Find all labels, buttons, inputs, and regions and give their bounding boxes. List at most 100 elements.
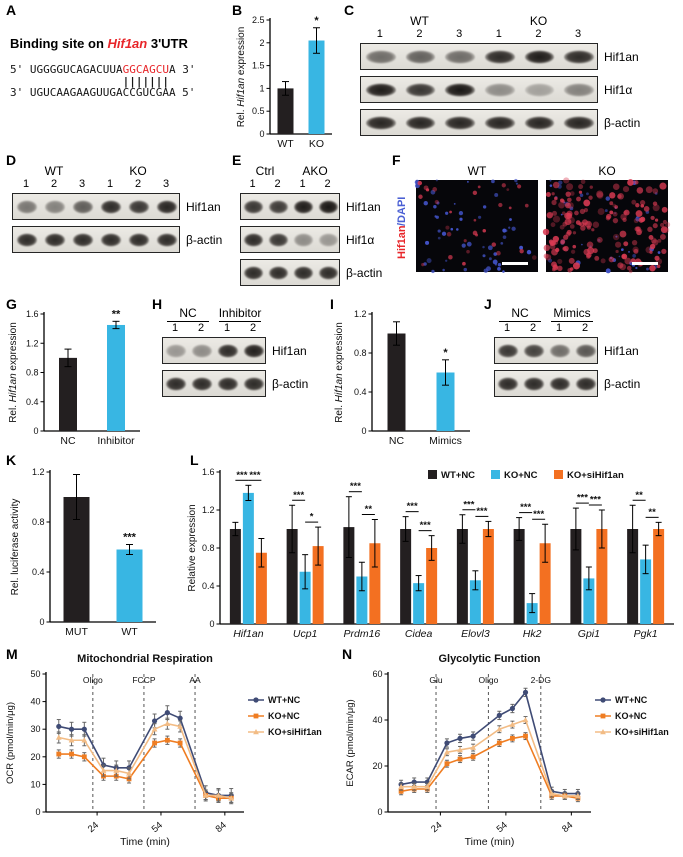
lane-number: 3 <box>162 178 170 190</box>
legend-label: WT+NC <box>268 695 301 705</box>
bar-KO+siHif1an <box>312 546 324 624</box>
panel-label-a: A <box>6 2 17 18</box>
title-prefix: Binding site on <box>10 36 108 51</box>
protein-band <box>269 266 288 279</box>
bar-KO+siHif1an <box>255 552 267 624</box>
protein-label: β-actin <box>604 115 641 130</box>
protein-label: Hif1an <box>272 343 307 358</box>
x-category-label: Mimics <box>429 435 462 447</box>
protein-band <box>405 50 436 63</box>
protein-band <box>485 116 515 129</box>
protein-band <box>498 344 518 357</box>
y-axis-label: Relative expression <box>187 504 198 591</box>
lane-number: 2 <box>274 178 281 190</box>
bar-chart-mimics: 0 0.4 0.8 1.2 Rel. Hif1an expression NC Mimics… <box>334 309 470 447</box>
protein-band <box>166 344 186 357</box>
significance-stars: ** <box>365 504 373 515</box>
protein-band <box>244 377 264 390</box>
y-tick-label: 10 <box>30 779 40 789</box>
protein-band <box>244 200 263 213</box>
significance-stars: *** <box>590 495 601 506</box>
blot-strip <box>240 259 340 286</box>
bar-KO+siHif1an <box>426 548 438 624</box>
legend-label: KO+siHif1an <box>268 727 322 737</box>
protein-label: Hif1α <box>346 232 375 247</box>
y-axis-label: Rel. Hif1an expression <box>8 322 19 423</box>
significance-stars: *** <box>236 470 247 481</box>
protein-band <box>485 50 515 63</box>
western-blot-inhibitor: NC Inhibitor 1 2 1 2 Hif1an β-actin <box>162 306 308 403</box>
protein-band <box>294 200 313 213</box>
protein-band <box>564 83 594 96</box>
protein-band <box>524 116 555 129</box>
gene-label: Cidea <box>405 628 433 640</box>
significance-stars: *** <box>407 501 418 512</box>
protein-band <box>445 116 475 129</box>
significance-stars: *** <box>293 490 304 501</box>
protein-band <box>576 377 596 390</box>
protein-label: β-actin <box>186 232 223 247</box>
lane-number: 2 <box>529 322 537 334</box>
injection-label: Oligo <box>478 675 498 685</box>
y-tick-label: 0.8 <box>26 368 39 378</box>
western-blot-mimics: NC Mimics 1 2 1 2 Hif1an β-actin <box>494 306 640 403</box>
seq-top-suffix: A 3' <box>168 63 196 76</box>
x-tick-label: 54 <box>495 820 510 835</box>
y-tick-label: 1.6 <box>26 309 39 319</box>
protein-label: Hif1an <box>346 199 381 214</box>
protein-band <box>156 200 178 213</box>
bar-WT+NC <box>513 529 525 624</box>
protein-band <box>218 344 238 357</box>
y-tick-label: 0 <box>35 807 40 817</box>
y-tick-label: 0 <box>361 426 366 436</box>
dapi-label-blue: /DAPI <box>396 196 408 226</box>
lane-group-label: Ctrl <box>255 164 275 178</box>
x-tick-label: 84 <box>214 820 229 835</box>
blot-strip <box>494 370 598 397</box>
lane-group-label: AKO <box>302 164 328 178</box>
protein-band <box>244 233 263 246</box>
lane-group-label: WT <box>410 14 429 28</box>
scale-bar <box>632 262 658 265</box>
lane-number: 2 <box>416 28 423 40</box>
bar-WT+NC <box>400 529 412 624</box>
protein-band <box>405 116 436 129</box>
lane-number: 2 <box>581 322 589 334</box>
bar-KO+NC <box>299 571 311 624</box>
protein-band <box>319 233 338 246</box>
scale-bar <box>502 262 528 265</box>
x-tick-label: 84 <box>560 820 575 835</box>
binding-site-title: Binding site on Hif1an 3'UTR <box>10 36 235 51</box>
protein-band <box>445 83 475 96</box>
significance-stars: * <box>443 347 448 359</box>
lane-number: 3 <box>456 28 463 40</box>
fluorescence-images: WT KO <box>414 164 671 274</box>
injection-label: Glu <box>429 675 443 685</box>
lane-number: 2 <box>197 322 205 334</box>
gene-label: Hk2 <box>523 628 542 640</box>
protein-band <box>319 266 338 279</box>
protein-band <box>524 83 555 96</box>
protein-band <box>524 377 544 390</box>
significance-stars: ** <box>635 490 643 501</box>
bar-WT+NC <box>286 529 298 624</box>
line-chart-mitochondrial-respiration: 0 10 20 30 40 50 Mitochondrial Respiration Olig… <box>5 653 322 848</box>
blot-strip <box>240 226 340 253</box>
gene-label: Hif1an <box>233 628 264 640</box>
lane-group-label: Mimics <box>550 306 594 322</box>
significance-stars: * <box>310 512 314 523</box>
protein-band <box>405 83 436 96</box>
lane-group-label: NC <box>166 306 210 322</box>
blot-strip <box>12 226 180 253</box>
seq-top-seed: GGCAGCU <box>122 63 169 76</box>
bar-KO+siHif1an <box>539 543 551 624</box>
protein-band <box>16 233 38 246</box>
panel-label-i: I <box>330 296 334 312</box>
bar-WT+NC <box>229 529 241 624</box>
bar-NC <box>59 357 77 431</box>
y-tick-label: 2.5 <box>252 15 265 25</box>
blot-strip <box>494 337 598 364</box>
bar-Inhibitor <box>107 324 125 431</box>
panel-label-e: E <box>232 152 242 168</box>
